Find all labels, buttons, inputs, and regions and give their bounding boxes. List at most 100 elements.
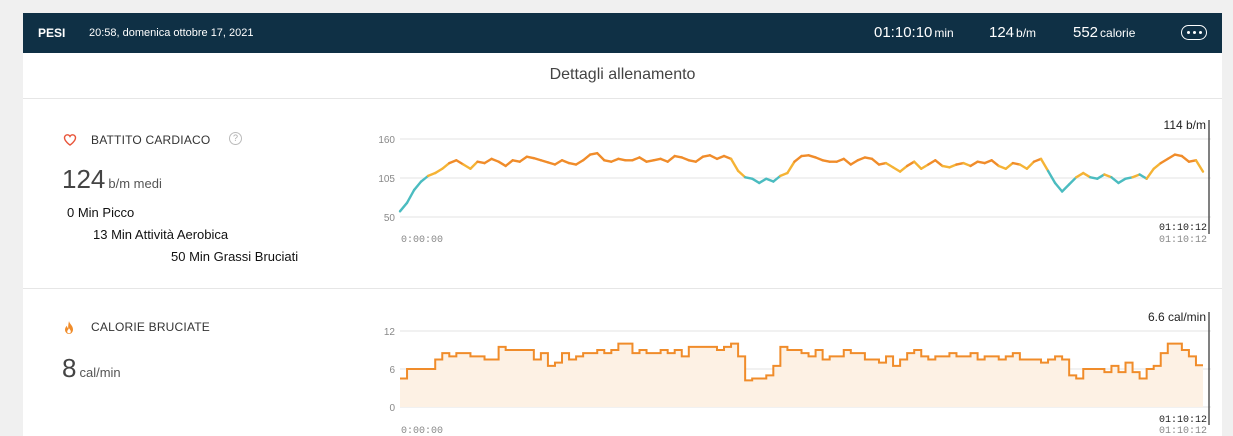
heart-rate-segment — [1004, 161, 1015, 170]
heart-rate-segment — [891, 166, 902, 173]
workout-type: PESI — [38, 26, 66, 40]
heart-rate-segment — [462, 163, 472, 170]
cursor-value-label: 114 b/m — [1164, 118, 1206, 132]
heart-rate-segment — [1025, 160, 1036, 170]
heart-rate-segment — [990, 159, 1000, 168]
calories-section-label: CALORIE BRUCIATE — [91, 320, 210, 334]
heart-rate-segment — [412, 180, 423, 192]
calories-unit: calorie — [1100, 26, 1136, 40]
calories-chart[interactable]: 0 6 12 6.6 cal/min 01:10:12 0:00:00 01:10:12 — [353, 297, 1223, 433]
heart-rate-segment — [913, 160, 923, 170]
help-icon[interactable]: ? — [229, 132, 242, 145]
heart-rate-segment — [405, 188, 416, 205]
calories-chart-svg: 0 6 12 6.6 cal/min 01:10:12 0:00:00 01:10:12 — [384, 310, 1211, 433]
heart-rate-segment — [997, 164, 1007, 170]
heart-rate-segment — [1138, 173, 1148, 180]
heart-rate-segment — [835, 157, 845, 163]
heart-rate-segment — [920, 163, 930, 170]
heart-rate-segment — [532, 156, 543, 162]
heart-rate-segment — [765, 177, 775, 183]
heart-rate-segment — [1194, 159, 1205, 173]
zone-peak: 0 Min Picco — [67, 205, 135, 220]
y-tick-label: 0 — [389, 403, 395, 414]
heart-rate-segment — [807, 154, 817, 159]
heart-section-label: BATTITO CARDIACO — [91, 133, 211, 147]
heart-rate-segment — [1060, 183, 1071, 193]
heart-rate-segment — [983, 159, 993, 165]
heart-rate-segment — [1067, 176, 1078, 186]
heart-rate-segment — [842, 157, 853, 166]
x-start-label: 0:00:00 — [401, 426, 443, 433]
workout-header-bar: PESI 20:58, domenica ottobre 17, 2021 01… — [23, 13, 1222, 53]
duration-stat: 01:10:10 min — [874, 24, 954, 41]
calories-value: 552 — [1073, 24, 1099, 41]
heart-rate-segment — [426, 171, 437, 178]
avg-calories: 8 cal/min — [62, 353, 121, 384]
heart-rate-segment — [1166, 153, 1177, 161]
heart-rate-segment — [398, 201, 409, 213]
calories-line — [400, 342, 1203, 382]
heart-rate-segment — [1082, 171, 1092, 179]
heart-rate-segment — [1180, 154, 1191, 163]
y-tick-label: 50 — [384, 213, 396, 224]
heart-rate-segment — [715, 154, 726, 161]
heart-rate-segment — [948, 163, 958, 169]
heart-rate-segment — [1096, 173, 1106, 180]
x-end-label: 01:10:12 — [1159, 426, 1207, 433]
heart-rate-segment — [553, 159, 564, 166]
heart-rate-segment — [504, 159, 514, 168]
heart-rate-segment — [779, 171, 789, 178]
heart-rate-segment — [884, 161, 895, 169]
fire-icon — [65, 321, 73, 334]
cursor-value-label: 6.6 cal/min — [1148, 310, 1206, 324]
heart-rate-segment — [448, 159, 458, 165]
heart-rate-segment — [539, 159, 550, 164]
y-tick-label: 160 — [378, 135, 395, 146]
heart-rate-segment — [927, 159, 937, 166]
heart-rate-segment — [441, 161, 451, 170]
section-divider — [23, 288, 1222, 289]
heart-rate-segment — [1018, 163, 1029, 170]
avg-calories-unit: cal/min — [79, 365, 121, 380]
avg-heart-rate-unit: b/m medi — [108, 176, 162, 191]
heart-rate-segment — [708, 154, 719, 161]
more-icon[interactable] — [1181, 25, 1207, 40]
heart-rate-segment — [638, 156, 648, 163]
heart-rate-segment — [758, 177, 768, 185]
heart-rate-value: 124 — [989, 24, 1015, 41]
y-tick-label: 6 — [389, 365, 395, 376]
zone-cardio: 13 Min Attività Aerobica — [93, 227, 229, 242]
heart-rate-segment — [574, 159, 585, 166]
duration-value: 01:10:10 — [874, 24, 933, 41]
heart-icon — [63, 134, 77, 146]
heart-rate-segment — [1103, 173, 1113, 179]
heart-rate-chart[interactable]: 50 105 160 114 b/m 01:10:12 0:00:00 01:10:12 — [353, 116, 1223, 251]
heart-rate-segment — [793, 154, 803, 163]
heart-rate-segment — [870, 157, 881, 166]
avg-heart-rate: 124 b/m medi — [62, 164, 162, 195]
heart-rate-unit: b/m — [1016, 26, 1037, 40]
heart-rate-segment — [581, 153, 592, 162]
heart-rate-segment — [1145, 167, 1155, 180]
heart-rate-segment — [1110, 176, 1120, 185]
heart-rate-segment — [786, 160, 796, 175]
heart-rate-segment — [694, 155, 705, 163]
heart-rate-segment — [680, 156, 690, 162]
y-tick-label: 12 — [384, 327, 396, 338]
heart-rate-stat: 124 b/m — [989, 24, 1036, 41]
heart-rate-segment — [1075, 171, 1085, 179]
heart-rate-segment — [1117, 177, 1127, 185]
heart-rate-segment — [969, 160, 979, 168]
heart-rate-segment — [666, 154, 676, 163]
heart-rate-segment — [469, 160, 479, 170]
heart-rate-segment — [934, 159, 944, 168]
heart-rate-segment — [419, 174, 430, 183]
heart-rate-segment — [736, 169, 747, 179]
heart-rate-segment — [659, 157, 669, 163]
heart-rate-segment — [849, 159, 860, 166]
heart-rate-segment — [1152, 161, 1162, 170]
heart-rate-segment — [856, 156, 867, 162]
heart-rate-segment — [1053, 181, 1064, 193]
heart-rate-segment — [596, 151, 606, 162]
duration-unit: min — [934, 26, 954, 40]
